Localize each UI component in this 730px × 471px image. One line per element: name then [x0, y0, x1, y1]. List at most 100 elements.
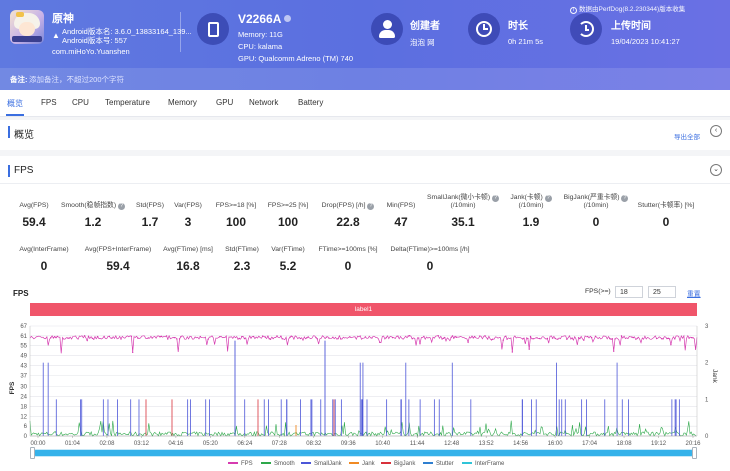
creator-title: 创建者 [410, 21, 440, 32]
y-tick-label: 55 [20, 344, 27, 350]
fps-series [29, 334, 698, 354]
legend-item[interactable]: InterFrame [462, 461, 504, 467]
legend-item[interactable]: BigJank [381, 461, 415, 467]
metric-label: Stutter(卡顿率) [%] [637, 202, 695, 209]
tab-memory[interactable]: Memory [168, 98, 197, 107]
metric: FPS>=18 [%] 100 [176, 194, 296, 229]
metric-value: 16.8 [176, 259, 200, 273]
legend-item[interactable]: Smooth [261, 461, 295, 467]
metric-label: Std(FTime) [225, 246, 259, 253]
tab-cpu[interactable]: CPU [72, 98, 89, 107]
export-all-link[interactable]: 导出全部 [674, 134, 700, 141]
help-icon[interactable]: ? [118, 203, 126, 210]
y2-tick-label: 3 [705, 324, 709, 330]
metric-label: Avg(FPS) [19, 202, 49, 209]
metric-label: Var(FPS) [174, 202, 202, 209]
app-icon [10, 10, 44, 44]
section-tabs: 概览 FPS CPU Temperature Memory GPU Networ… [0, 90, 730, 117]
tab-gpu[interactable]: GPU [216, 98, 234, 107]
chevron-down-icon[interactable]: ⌄ [710, 164, 722, 176]
android-version-code: Android版本号: 557 [62, 36, 128, 45]
metric-label: Std(FPS) [136, 202, 164, 209]
x-tick-label: 14:56 [513, 441, 529, 447]
fps-filter-min-input[interactable] [615, 286, 643, 298]
android-version-name: Android版本名: 3.6.0_13833164_139... [62, 27, 192, 36]
metric: Delta(FTime)>=100ms [/h] 0 [370, 238, 490, 273]
metric: Std(FTime) 2.3 [182, 238, 302, 273]
metric-value: 0 [344, 259, 352, 273]
x-tick-label: 00:00 [30, 441, 46, 447]
y2-tick-label: 0 [705, 434, 709, 440]
zoom-handle-right[interactable] [692, 447, 697, 459]
y-tick-label: 37 [20, 373, 27, 379]
y-tick-label: 24 [20, 395, 27, 401]
tab-network[interactable]: Network [249, 98, 279, 107]
help-icon[interactable]: ? [367, 203, 375, 210]
metric-value: 35.1 [451, 215, 475, 229]
metric-label: Avg(FPS+InterFrame) [84, 246, 152, 253]
y-tick-label: 6 [24, 424, 28, 430]
reset-link[interactable]: 重置 [687, 291, 701, 298]
x-tick-label: 03:12 [134, 441, 150, 447]
metric: Var(FPS) 3 [128, 194, 248, 229]
metric-label: Avg(FTime) [ms] [163, 246, 213, 253]
tab-temperature[interactable]: Temperature [105, 98, 150, 107]
info-icon[interactable] [284, 15, 292, 22]
remark-input[interactable]: 添加备注，不超过200个字符 [29, 75, 125, 84]
legend-item[interactable]: Jank [349, 461, 375, 467]
metric: BigJank(严重卡顿) ? (/10min) 0 [536, 194, 656, 229]
metric-value: 22.8 [336, 215, 360, 229]
upload-time-value: 19/04/2023 10:41:27 [611, 37, 680, 46]
y-tick-label: 61 [20, 334, 27, 340]
metric-label: (/10min) [583, 202, 609, 209]
chart-zoom-range[interactable] [34, 450, 693, 456]
metric: Avg(FPS) 59.4 [0, 194, 94, 229]
metric-label: Drop(FPS) [/h] ? [321, 202, 375, 210]
data-source-note: i 数据由PerfDog(8.2.230344)版本收集 [570, 3, 685, 14]
duration-title: 时长 [508, 21, 528, 32]
label-band[interactable]: label1 [30, 303, 697, 316]
x-tick-label: 19:12 [651, 441, 667, 447]
metric: Jank(卡顿) ? (/10min) 1.9 [471, 194, 591, 229]
tab-battery[interactable]: Battery [298, 98, 324, 107]
metric-value: 100 [225, 215, 247, 229]
metric-label: Smooth(稳帧指数) ? [60, 202, 126, 210]
y2-tick-label: 2 [705, 361, 709, 367]
legend-item[interactable]: SmallJank [301, 461, 342, 467]
metric: Drop(FPS) [/h] ? 22.8 [288, 194, 408, 229]
legend-item[interactable]: Stutter [423, 461, 454, 467]
metric-value: 47 [394, 215, 408, 229]
help-icon[interactable]: ? [544, 195, 552, 202]
metric-label: Avg(InterFrame) [19, 246, 69, 253]
help-icon[interactable]: ? [491, 195, 499, 202]
help-icon[interactable]: ? [621, 195, 629, 202]
jank-series [42, 340, 680, 436]
legend-item[interactable]: FPS [228, 461, 253, 467]
metric-value: 2.3 [233, 259, 251, 273]
x-tick-label: 12:48 [444, 441, 460, 447]
tab-fps[interactable]: FPS [41, 98, 57, 107]
zoom-handle-left[interactable] [30, 447, 35, 459]
fps-line [29, 334, 698, 354]
metric-value: 5.2 [279, 259, 297, 273]
x-tick-label: 08:32 [306, 441, 322, 447]
info-icon: i [570, 7, 577, 14]
metric: Std(FPS) 1.7 [90, 194, 210, 229]
tab-overview[interactable]: 概览 [7, 99, 23, 108]
clock-icon [468, 13, 500, 45]
upload-time-title: 上传时间 [611, 21, 651, 32]
remark-bar[interactable]: 备注: 添加备注，不超过200个字符 [0, 68, 730, 90]
chart-legend: FPS Smooth SmallJank Jank BigJank Stutter Inte… [0, 461, 730, 471]
collapse-left-icon[interactable]: ‹ [710, 125, 722, 137]
y-tick-label: 30 [20, 385, 27, 391]
y2-tick-label: 1 [705, 397, 709, 403]
metric: FPS>=25 [%] 100 [228, 194, 348, 229]
x-tick-label: 20:16 [685, 441, 701, 447]
metric-value: 1.2 [84, 215, 102, 229]
overview-title: 概览 [14, 130, 34, 141]
fps-filter-max-input[interactable] [648, 286, 676, 298]
device-name: V2266A [238, 12, 292, 26]
report-header: 原神 ▲ Android版本名: 3.6.0_13833164_139... A… [0, 0, 730, 90]
